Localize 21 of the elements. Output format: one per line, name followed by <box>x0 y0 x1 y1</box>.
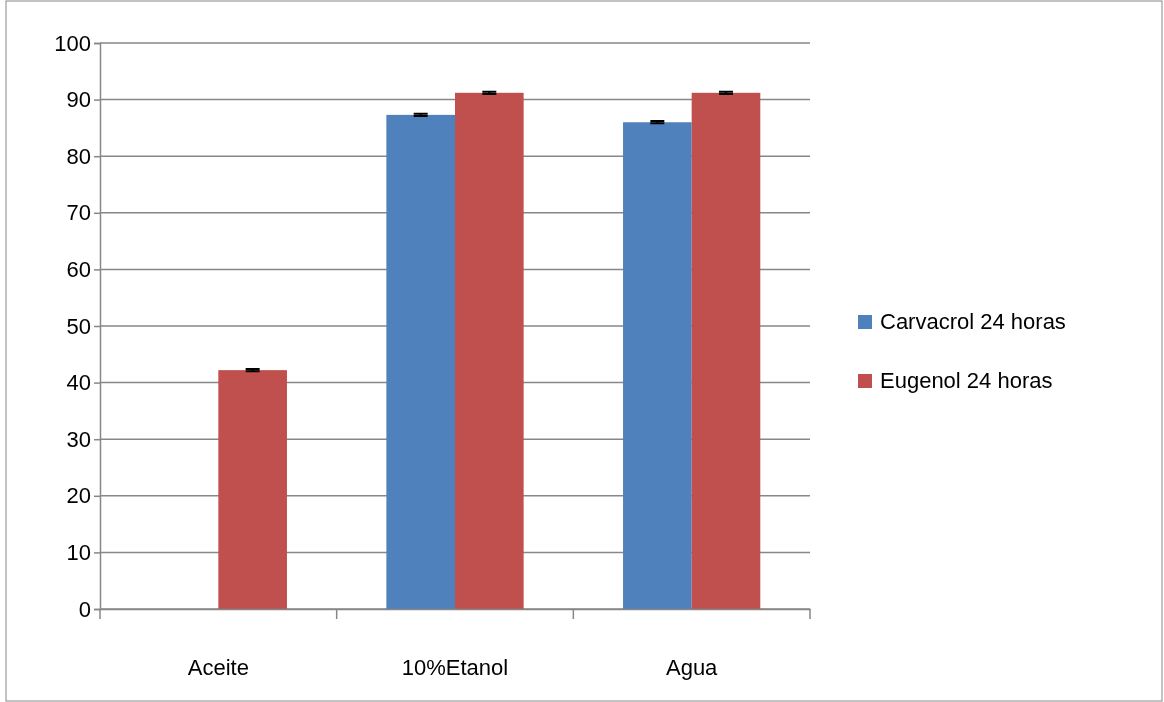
y-tick-label: 20 <box>66 483 91 509</box>
y-tick-label: 30 <box>66 426 91 452</box>
bar <box>623 122 692 609</box>
bar <box>455 92 524 609</box>
y-tick-label: 40 <box>66 370 91 396</box>
x-tick-label: 10%Etanol <box>401 654 509 680</box>
legend-label: Eugenol 24 horas <box>880 368 1053 393</box>
bar <box>691 92 761 609</box>
x-tick-label: Agua <box>665 654 719 680</box>
legend-label: Carvacrol 24 horas <box>880 309 1066 334</box>
y-tick-label: 50 <box>66 313 91 339</box>
y-tick-label: 90 <box>66 87 91 113</box>
x-tick-label: Aceite <box>187 654 249 680</box>
bar <box>386 114 455 609</box>
y-tick-label: 0 <box>78 596 91 622</box>
bar <box>218 370 287 609</box>
y-tick-label: 100 <box>54 30 91 56</box>
y-tick-label: 80 <box>66 143 91 169</box>
y-tick-label: 10 <box>66 539 91 565</box>
y-tick-label: 70 <box>66 200 91 226</box>
y-tick-label: 60 <box>66 256 91 282</box>
